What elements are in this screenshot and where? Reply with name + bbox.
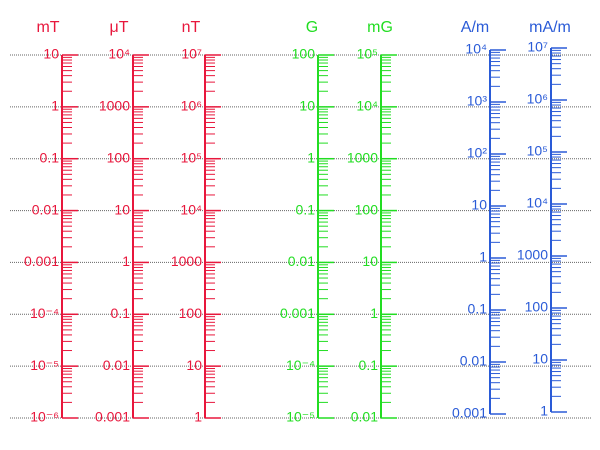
y-tick-label: 1000 [347, 149, 378, 165]
y-tick-label: 10⁻⁵ [30, 357, 59, 373]
axis-title: mA/m [529, 19, 571, 36]
y-tick-label: 1 [540, 403, 548, 419]
y-tick-label: 1000 [171, 253, 202, 269]
y-tick-label: 0.1 [40, 149, 60, 165]
y-tick-label: 10⁷ [527, 39, 548, 55]
y-tick-label: 1 [479, 249, 487, 265]
y-tick-label: 1 [307, 149, 315, 165]
y-tick-label: 10 [532, 351, 548, 367]
y-tick-label: 10⁴ [108, 46, 130, 62]
y-tick-label: 10 [43, 46, 59, 62]
y-tick-label: 100 [525, 299, 549, 315]
y-tick-label: 10⁻⁶ [30, 409, 59, 425]
y-tick-label: 10⁻⁵ [286, 409, 315, 425]
y-tick-label: 10 [362, 253, 378, 269]
y-tick-label: 1 [370, 305, 378, 321]
y-tick-label: 0.01 [288, 253, 315, 269]
y-tick-label: 0.01 [32, 201, 59, 217]
y-tick-label: 100 [292, 46, 316, 62]
y-tick-label: 10 [114, 201, 130, 217]
axis-title: nT [182, 19, 201, 36]
y-tick-label: 100 [179, 305, 203, 321]
y-tick-label: 0.1 [296, 201, 316, 217]
y-tick-label: 1000 [99, 98, 130, 114]
y-tick-label: 10 [471, 197, 487, 213]
y-tick-label: 10⁵ [181, 149, 202, 165]
y-tick-label: 10⁴ [465, 41, 487, 57]
y-tick-label: 10² [467, 145, 488, 161]
y-tick-label: 10³ [467, 93, 488, 109]
y-tick-label: 100 [355, 201, 379, 217]
y-tick-label: 10⁵ [357, 46, 378, 62]
y-tick-label: 10 [186, 357, 202, 373]
axis-title: mT [36, 19, 59, 36]
y-tick-label: 10⁶ [181, 98, 202, 114]
axis-title: μT [110, 19, 129, 36]
y-tick-label: 100 [107, 149, 131, 165]
y-tick-label: 10⁴ [180, 201, 202, 217]
y-tick-label: 10⁻⁴ [286, 357, 315, 373]
axis-title: mG [367, 19, 393, 36]
y-tick-label: 0.01 [103, 357, 130, 373]
y-tick-label: 0.01 [460, 353, 487, 369]
y-tick-label: 10⁴ [356, 98, 378, 114]
axis-title: A/m [461, 19, 489, 36]
y-tick-label: 0.001 [24, 253, 59, 269]
y-tick-label: 10⁶ [527, 91, 548, 107]
axis-title: G [306, 19, 318, 36]
y-tick-label: 0.1 [468, 301, 488, 317]
y-tick-label: 0.001 [452, 405, 487, 421]
y-tick-label: 10⁴ [526, 195, 548, 211]
y-tick-label: 0.001 [95, 409, 130, 425]
y-tick-label: 1000 [517, 247, 548, 263]
y-tick-label: 0.1 [359, 357, 379, 373]
y-tick-label: 1 [51, 98, 59, 114]
y-tick-label: 1 [194, 409, 202, 425]
y-tick-label: 0.1 [111, 305, 131, 321]
y-tick-label: 10⁵ [527, 143, 548, 159]
y-tick-label: 1 [122, 253, 130, 269]
y-tick-label: 0.01 [351, 409, 378, 425]
y-tick-label: 10⁷ [181, 46, 202, 62]
y-tick-label: 10⁻⁴ [30, 305, 59, 321]
y-tick-label: 10 [299, 98, 315, 114]
y-tick-label: 0.001 [280, 305, 315, 321]
